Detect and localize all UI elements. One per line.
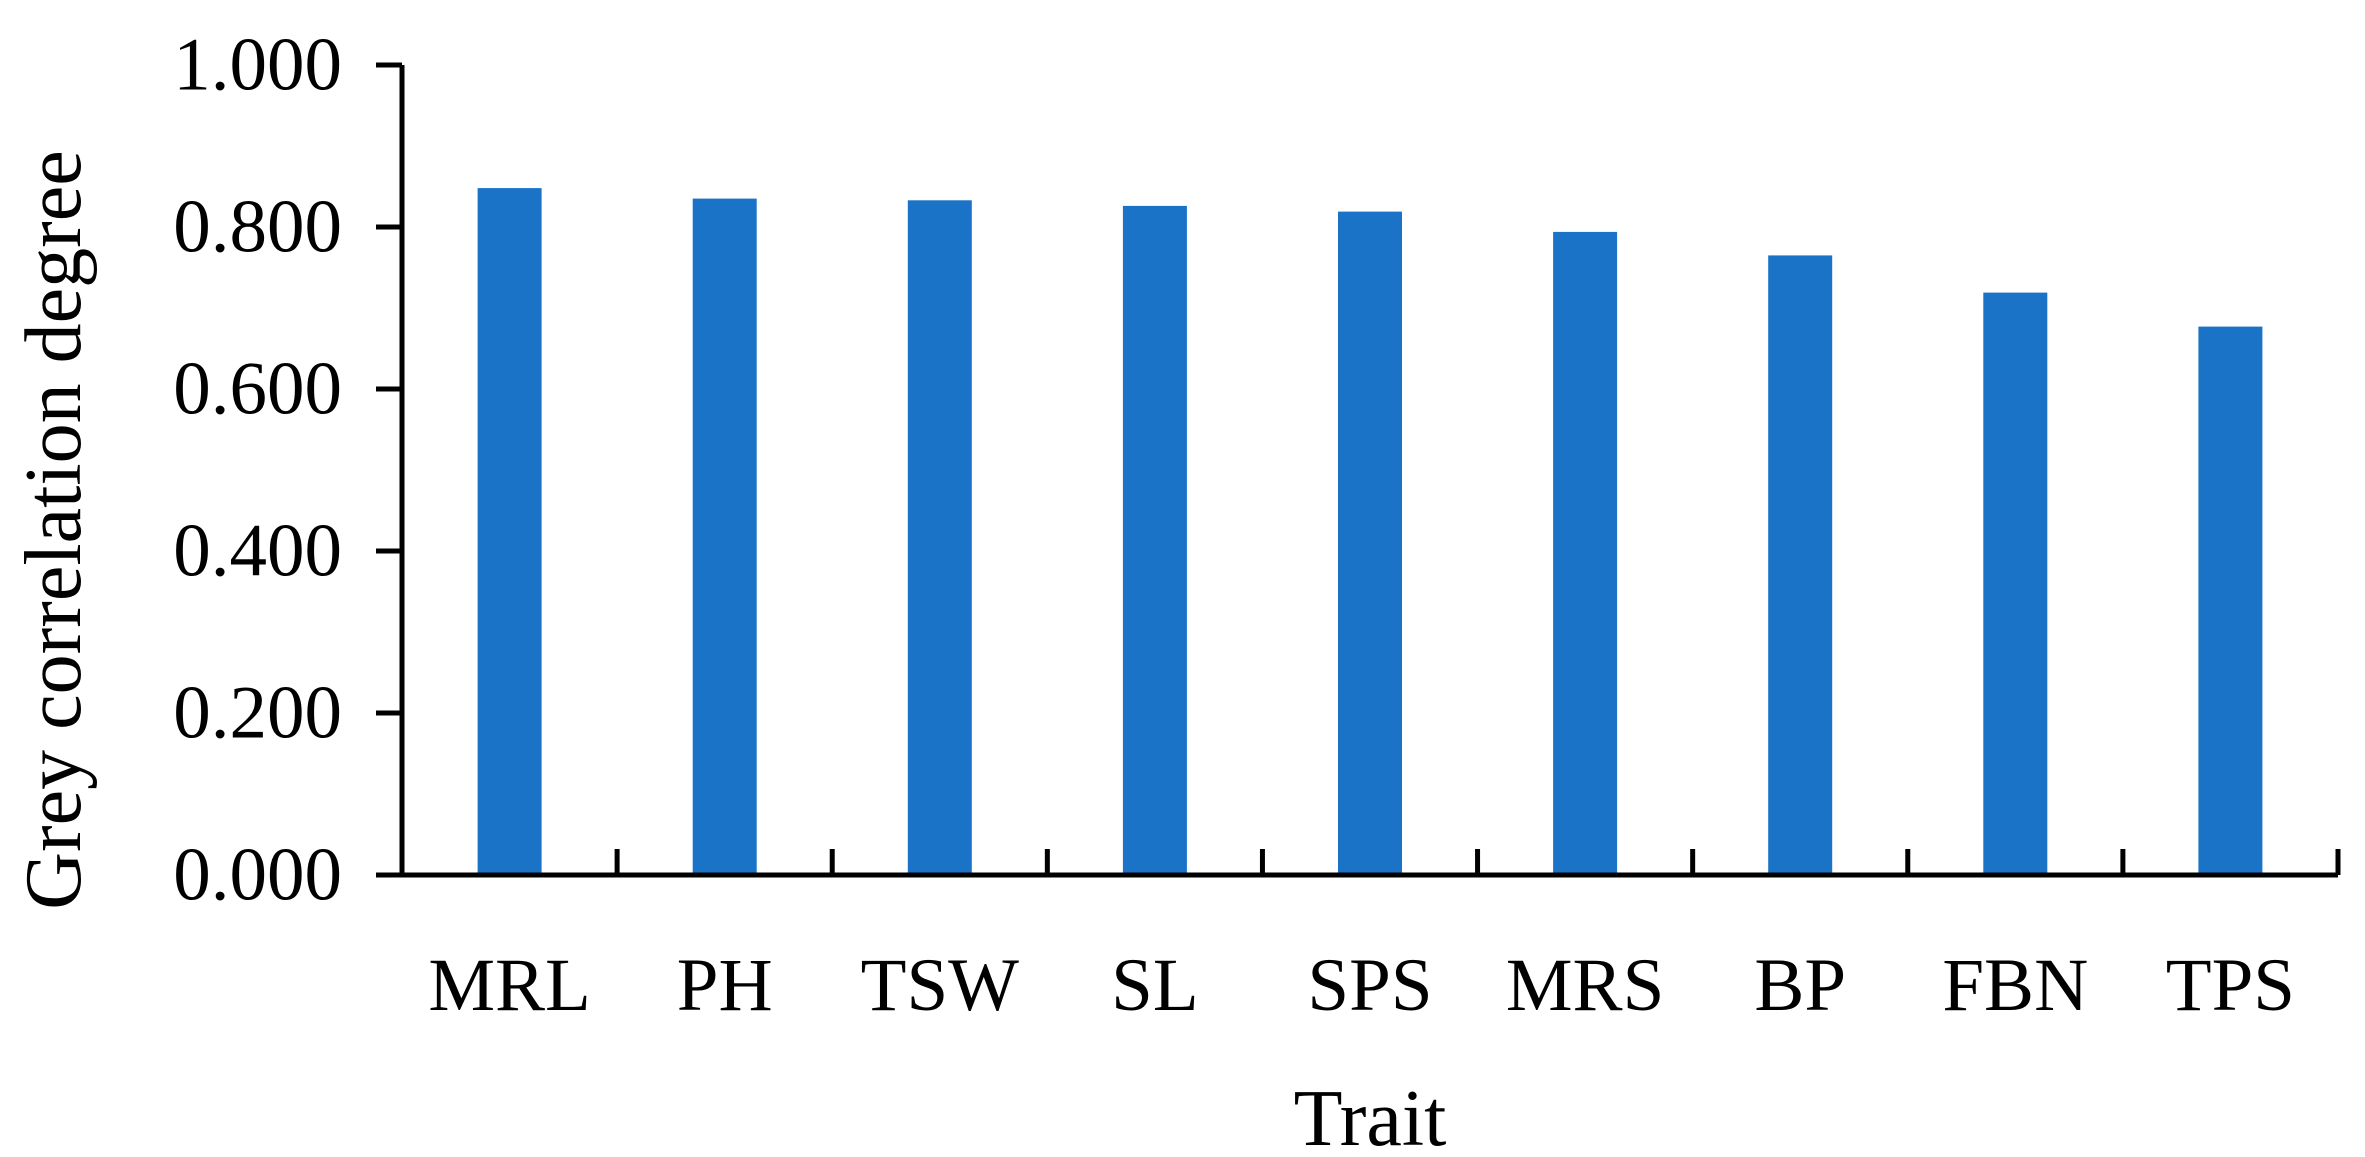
x-tick-label: BP (1754, 944, 1846, 1027)
x-tick-label: SPS (1307, 944, 1432, 1027)
x-tick-label: SL (1111, 944, 1199, 1027)
bar-sl (1122, 205, 1187, 875)
bar-mrl (477, 188, 542, 876)
y-tick-label: 0.600 (173, 348, 342, 431)
bar-sps (1338, 211, 1402, 876)
bar-bp (1768, 255, 1833, 875)
x-tick-label: FBN (1942, 944, 2088, 1027)
bar-tsw (907, 200, 972, 876)
x-tick-label: TPS (2166, 944, 2295, 1027)
y-tick-label: 0.400 (173, 510, 342, 593)
bars-layer (477, 188, 2263, 876)
bar-mrs (1553, 231, 1618, 875)
x-tick-label: TSW (861, 944, 1020, 1027)
x-tick-label: MRL (428, 944, 591, 1027)
labels-layer: 0.000 0.200 0.400 0.600 0.800 1.000 MRL PH TSW SL… (10, 24, 2295, 1157)
bar-ph (692, 198, 757, 876)
x-tick-label: PH (677, 944, 773, 1027)
axes-layer (376, 62, 2341, 878)
y-tick-label: 0.000 (173, 834, 342, 917)
x-axis-title: Trait (1294, 1075, 1447, 1157)
y-tick-label: 0.200 (173, 672, 342, 755)
y-axis-title: Grey correlation degree (10, 150, 98, 910)
bar-tps (2198, 326, 2263, 876)
y-tick-label: 0.800 (173, 186, 342, 269)
y-tick-label: 1.000 (173, 24, 342, 107)
bar-fbn (1983, 292, 2048, 876)
x-tick-label: MRS (1506, 944, 1664, 1027)
